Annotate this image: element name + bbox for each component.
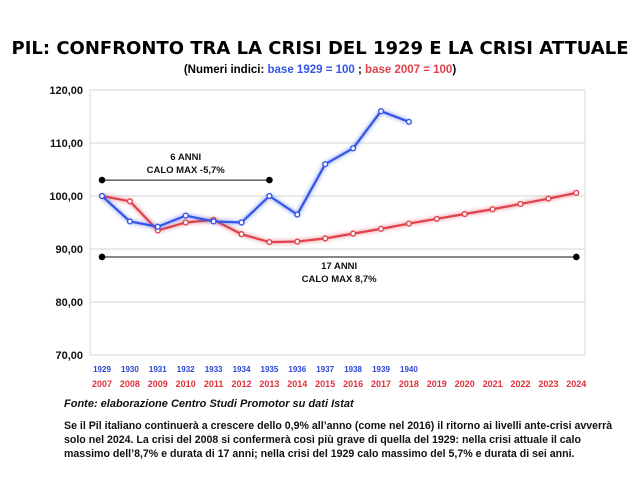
x-tick-label-1929-series: 1934	[233, 365, 251, 374]
data-point-2007	[182, 219, 189, 226]
data-point-2007	[377, 225, 385, 232]
annotation-duration: 17 ANNI	[321, 261, 357, 272]
annotation-max-drop: CALO MAX 8,7%	[302, 274, 378, 285]
data-point-1929	[154, 223, 161, 230]
annotation-endpoint	[98, 253, 106, 261]
chart-subtitle: (Numeri indici: base 1929 = 100 ; base 2…	[0, 64, 640, 76]
annotation-endpoint	[98, 176, 106, 184]
annotation-duration: 6 ANNI	[170, 152, 201, 163]
x-tick-label-1929-series: 1932	[177, 365, 195, 374]
y-tick-label: 120,00	[49, 85, 83, 97]
x-tick-label-2007-series: 2009	[148, 379, 168, 389]
data-point-1929	[126, 218, 133, 225]
subtitle-sep: ;	[354, 64, 366, 76]
x-tick-label-2007-series: 2016	[343, 379, 363, 389]
data-point-1929	[182, 212, 189, 219]
data-point-2007	[461, 210, 468, 218]
data-point-2007	[126, 198, 133, 205]
x-tick-label-2007-series: 2023	[538, 379, 558, 389]
x-tick-label-1929-series: 1933	[205, 365, 223, 374]
y-tick-label: 100,00	[49, 191, 83, 203]
x-tick-label-1929-series: 1938	[344, 365, 362, 374]
data-point-1929	[405, 118, 413, 125]
series-line-1929	[101, 110, 410, 228]
x-tick-label-2007-series: 2021	[483, 379, 503, 389]
line-chart: 70,00 80,00 90,00 100,00 110,00 120,00 1929 19…	[49, 85, 586, 389]
subtitle-open: (Numeri indici:	[183, 64, 268, 76]
x-tick-label-2007-series: 2008	[120, 379, 140, 389]
x-tick-label-1929-series: 1937	[316, 365, 334, 374]
data-point-1929	[266, 192, 273, 200]
source-note: Fonte: elaborazione Centro Studi Promoto…	[64, 398, 354, 410]
series-line-2007	[101, 191, 577, 244]
chart-title: PIL: CONFRONTO TRA LA CRISI DEL 1929 E L…	[11, 38, 629, 59]
subtitle-base-2007: base 2007 = 100	[365, 64, 453, 76]
x-tick-label-2007-series: 2013	[259, 379, 279, 389]
y-tick-label: 80,00	[55, 297, 83, 309]
data-point-2007	[266, 239, 273, 246]
x-tick-label-2007-series: 2018	[399, 379, 419, 389]
annotation-endpoint	[266, 176, 273, 184]
annotation-max-drop: CALO MAX -5,7%	[147, 165, 226, 176]
data-point-2007	[573, 189, 580, 196]
data-point-1929	[350, 145, 357, 152]
x-tick-label-1929-series: 1936	[288, 365, 306, 374]
data-point-2007	[489, 206, 496, 213]
x-tick-label-1929-series: 1939	[372, 365, 390, 374]
y-tick-label: 90,00	[55, 244, 83, 256]
data-point-1929	[238, 219, 245, 226]
data-point-1929	[377, 108, 385, 115]
x-tick-label-2007-series: 2010	[176, 379, 196, 389]
x-tick-label-2007-series: 2017	[371, 379, 391, 389]
data-point-2007	[545, 195, 552, 202]
y-tick-label: 70,00	[55, 350, 83, 362]
x-tick-label-2007-series: 2011	[204, 379, 224, 389]
footnote: Se il Pil italiano continuerà a crescere…	[64, 420, 613, 460]
x-tick-label-2007-series: 2012	[231, 379, 251, 389]
data-point-2007	[350, 230, 357, 237]
x-tick-label-2007-series: 2015	[315, 379, 335, 389]
x-tick-label-1929-series: 1940	[400, 365, 418, 374]
x-tick-label-1929-series: 1935	[261, 365, 279, 374]
data-point-2007	[238, 231, 245, 238]
data-point-1929	[322, 161, 329, 168]
subtitle-base-1929: base 1929 = 100	[267, 64, 355, 76]
data-point-2007	[322, 235, 329, 242]
x-tick-label-2007-series: 2014	[287, 379, 307, 389]
x-tick-label-2007-series: 2007	[92, 379, 112, 389]
data-point-1929	[98, 192, 106, 200]
data-point-1929	[294, 211, 301, 218]
data-point-2007	[433, 215, 440, 222]
x-tick-label-1929-series: 1931	[149, 365, 167, 374]
x-tick-label-2007-series: 2022	[510, 379, 530, 389]
data-point-2007	[517, 200, 524, 208]
x-tick-label-1929-series: 1929	[93, 365, 111, 374]
y-tick-label: 110,00	[50, 138, 83, 150]
data-point-1929	[210, 218, 217, 225]
annotation-endpoint	[573, 253, 580, 261]
x-tick-label-2007-series: 2020	[455, 379, 475, 389]
subtitle-close: )	[452, 64, 457, 76]
data-point-2007	[405, 220, 413, 227]
data-point-2007	[294, 238, 301, 245]
x-tick-label-1929-series: 1930	[121, 365, 139, 374]
x-tick-label-2007-series: 2019	[427, 379, 447, 389]
x-tick-label-2007-series: 2024	[566, 379, 586, 389]
